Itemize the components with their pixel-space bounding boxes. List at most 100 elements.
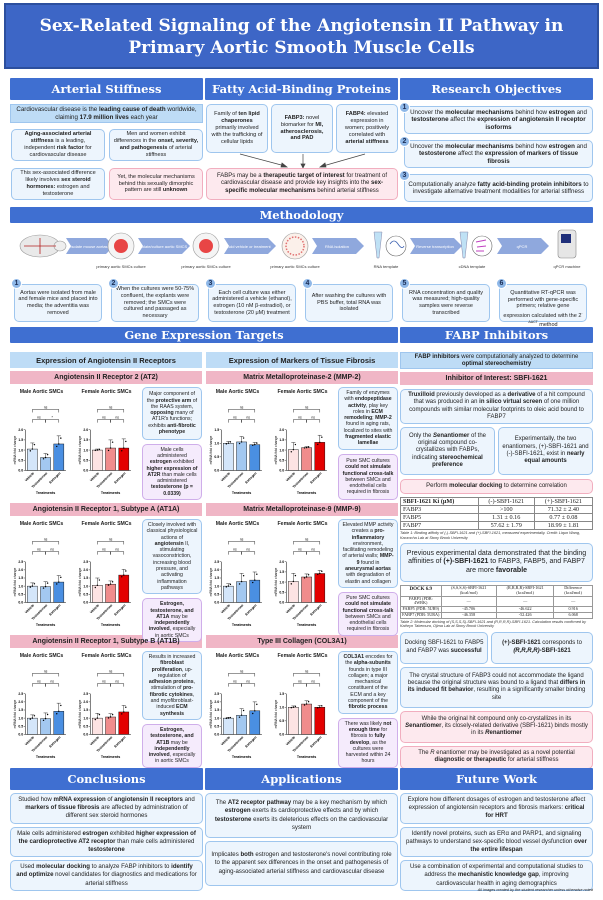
data-point — [238, 716, 241, 718]
target-subheader: Angiotensin II Receptor 2 (AT2) — [10, 371, 202, 384]
image-label: cDNA template — [459, 264, 486, 269]
bold-text-segment: therapeutic target of interest — [263, 172, 345, 179]
method-step-text: Each cell culture was either administere… — [212, 289, 292, 316]
bold-text-segment: protective arm — [155, 397, 192, 404]
bold-text-segment: Aging-associated arterial stiffness — [24, 131, 92, 145]
rich-text: Yet, the molecular mechanisms behind thi… — [113, 174, 199, 195]
methodology-header: Methodology — [10, 207, 593, 223]
text-segment: affect the — [448, 116, 478, 124]
data-point — [44, 717, 47, 720]
x-tick-label: Estrogen — [113, 603, 126, 616]
data-point — [317, 573, 319, 576]
significance-bracket — [228, 673, 255, 677]
y-tick-label: 0.5 — [214, 592, 219, 596]
text-segment: , improving cardiovascular health in agi… — [436, 871, 569, 887]
data-point — [58, 581, 60, 583]
arterial-stiffness-header: Arterial Stiffness — [10, 78, 203, 100]
future-work-item: Identify novel proteins, such as ERα and… — [400, 826, 593, 858]
docking-prompt-box: Perform molecular docking to determine c… — [400, 479, 593, 494]
rich-text: Use a combination of experimental and co… — [404, 863, 589, 888]
method-step-text: RNA concentration and quality was measur… — [409, 289, 483, 316]
y-tick-label: 1.0 — [279, 580, 284, 584]
step-number-badge: 3 — [205, 278, 216, 289]
data-point — [317, 707, 319, 709]
y-tick-label: 0.5 — [18, 458, 23, 462]
text-segment: Results in increased — [148, 654, 196, 660]
text-segment: than male cells administered — [157, 471, 197, 485]
bold-text-segment: in silico virtual screen — [479, 399, 543, 406]
bar-chart-male: Male Aortic SMCs 0.0 0.5 1.0 1.5 2.0 2.5 mRNA f… — [206, 651, 269, 764]
text-segment: to FABP3, FABP5, and FABP7 are more — [465, 558, 585, 574]
finding-note: Estrogen, testosterone, and AT1B may be … — [142, 723, 202, 768]
bold-text-segment: FABP inhibitors — [414, 353, 460, 360]
bold-text-segment: estrogen — [548, 142, 575, 150]
data-point — [294, 574, 297, 577]
bold-text-segment: MMP-2 — [375, 415, 392, 422]
fabp-inhibitors-column: FABP inhibitors were computationally ana… — [400, 352, 594, 769]
y-tick-label: 0.5 — [214, 724, 219, 728]
table-cell: 57.62 ± 1.79 — [477, 521, 535, 530]
bar-vehicle — [288, 581, 299, 603]
x-tick-label: Estrogen — [309, 735, 322, 748]
table-header-cell: DOCK 6.9 — [400, 585, 442, 597]
table-cell: — — [553, 595, 593, 608]
target-notes: Results in increased fibroblast prolifer… — [142, 651, 202, 768]
chart-title: Female Aortic SMCs — [81, 389, 132, 395]
applications-header: Applications — [205, 768, 398, 790]
bold-text-segment: optimal stereochemistry — [461, 360, 532, 367]
bar-testosterone — [40, 457, 51, 471]
significance-label: ns — [233, 548, 237, 552]
text-segment: Uncover the — [410, 142, 446, 150]
data-point — [111, 713, 114, 716]
data-point — [227, 585, 230, 587]
rich-text: Used molecular docking to analyze FABP i… — [14, 863, 199, 888]
significance-bracket — [110, 551, 124, 555]
data-point — [125, 570, 127, 572]
significance-label: ns — [311, 416, 315, 420]
y-tick-label: 0.5 — [18, 592, 23, 596]
bold-text-segment: favorable — [495, 566, 528, 574]
y-axis-label: mRNA fold change — [274, 700, 278, 729]
y-axis-label: mRNA fold change — [274, 568, 278, 597]
text-segment: The — [418, 749, 431, 756]
bold-text-segment: not enough time — [348, 720, 392, 733]
significance-bracket — [97, 409, 124, 413]
conclusions-header: Conclusions — [10, 768, 203, 790]
y-tick-label: 0.5 — [279, 590, 284, 594]
arrow-icon — [239, 153, 286, 167]
target-subheader: Angiotensin II Receptor 1, Subtype A (AT… — [10, 503, 202, 516]
data-point — [242, 709, 245, 712]
text-segment: Yet, the molecular mechanisms behind thi… — [117, 173, 195, 194]
bold-text-segment: critical for HRT — [485, 804, 585, 820]
bold-text-segment: estrogen — [224, 807, 251, 815]
process-arrow-label: Reverse transcription — [416, 244, 454, 249]
bold-text-segment: molecular docking — [36, 863, 90, 871]
y-tick-label: 0.0 — [279, 601, 284, 605]
x-tick-label: Vehicle — [220, 735, 231, 746]
bar-estrogen — [53, 581, 65, 603]
data-point — [44, 456, 47, 459]
rich-text: The R enantiomer may be investigated as … — [404, 750, 589, 765]
y-tick-label: 2.0 — [83, 428, 88, 432]
significance-bracket — [241, 419, 255, 423]
text-segment: and — [574, 142, 587, 150]
data-point — [29, 586, 32, 588]
rich-text: (+)-SBFI-1621 corresponds to (R,R,R,R)-S… — [495, 640, 589, 655]
x-tick-label: Estrogen — [244, 735, 257, 748]
bar-vehicle — [27, 448, 38, 471]
y-tick-label: 0.5 — [83, 592, 88, 596]
significance-label: ns — [102, 548, 106, 552]
significance-label: ns — [115, 548, 119, 552]
y-tick-label: 0.5 — [279, 719, 284, 723]
text-segment: behind how — [513, 108, 549, 116]
data-point — [290, 583, 293, 585]
data-point — [111, 441, 114, 443]
bar-testosterone — [105, 716, 116, 735]
data-point — [229, 441, 232, 443]
bold-text-segment: ten lipid chaperones — [221, 111, 260, 125]
text-segment: behind arterial stiffness — [315, 187, 379, 194]
data-point — [254, 710, 256, 712]
y-axis-label: mRNA fold change — [78, 568, 82, 597]
